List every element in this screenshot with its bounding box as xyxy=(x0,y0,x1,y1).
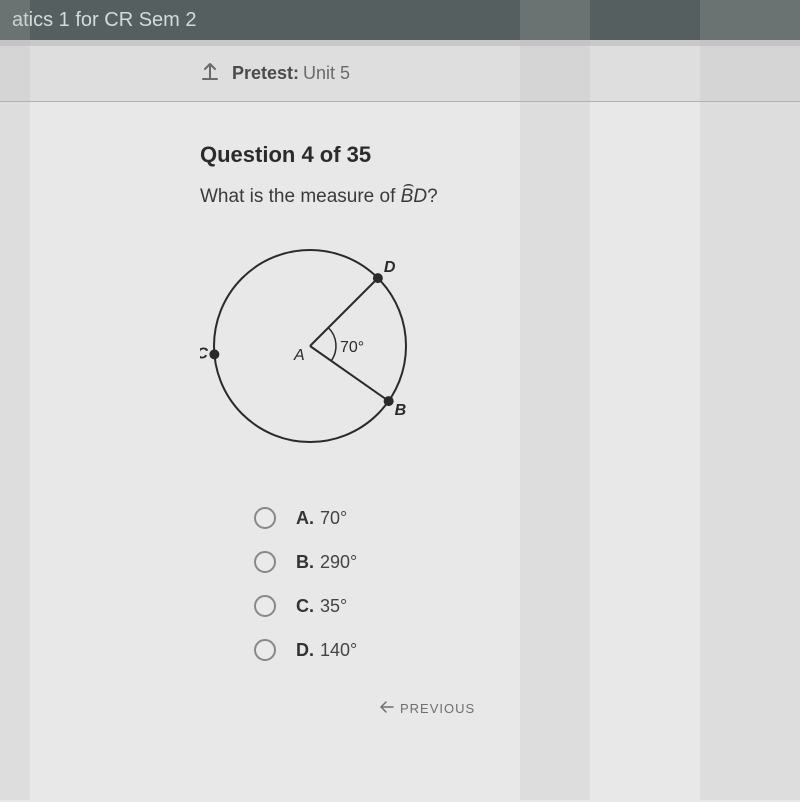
radio-icon[interactable] xyxy=(254,507,276,529)
svg-text:D: D xyxy=(384,259,396,276)
prompt-prefix: What is the measure of xyxy=(200,186,401,207)
question-content: Question 4 of 35 What is the measure of … xyxy=(0,102,800,802)
answer-letter: A. xyxy=(296,508,314,529)
svg-text:A: A xyxy=(293,347,305,364)
answer-text: 290° xyxy=(320,552,357,573)
radio-icon[interactable] xyxy=(254,595,276,617)
answer-letter: D. xyxy=(296,640,314,661)
course-title: atics 1 for CR Sem 2 xyxy=(12,9,197,32)
answer-letter: B. xyxy=(296,552,314,573)
question-number: Question 4 of 35 xyxy=(200,142,800,168)
svg-text:C: C xyxy=(200,345,208,362)
previous-button[interactable]: PREVIOUS xyxy=(380,701,800,716)
answer-option-c[interactable]: C. 35° xyxy=(254,595,800,617)
radio-icon[interactable] xyxy=(254,551,276,573)
course-header: atics 1 for CR Sem 2 xyxy=(0,0,800,40)
question-prompt: What is the measure of BD? xyxy=(200,186,800,208)
unit-label: Unit 5 xyxy=(303,63,350,84)
radio-icon[interactable] xyxy=(254,639,276,661)
pretest-label: Pretest: xyxy=(232,63,299,84)
answer-option-d[interactable]: D. 140° xyxy=(254,639,800,661)
svg-text:B: B xyxy=(395,402,407,419)
back-up-icon[interactable] xyxy=(200,61,220,86)
answer-option-a[interactable]: A. 70° xyxy=(254,507,800,529)
answer-text: 140° xyxy=(320,640,357,661)
arc-bd-notation: BD xyxy=(401,186,427,208)
answer-text: 35° xyxy=(320,596,347,617)
answer-text: 70° xyxy=(320,508,347,529)
svg-text:70°: 70° xyxy=(340,339,364,356)
answer-option-b[interactable]: B. 290° xyxy=(254,551,800,573)
arrow-left-icon xyxy=(380,701,394,716)
answer-list: A. 70° B. 290° C. 35° D. 140° xyxy=(254,507,800,661)
breadcrumb-bar: Pretest: Unit 5 xyxy=(0,46,800,102)
answer-letter: C. xyxy=(296,596,314,617)
previous-label: PREVIOUS xyxy=(400,701,475,716)
circle-diagram: D B C A 70° xyxy=(200,236,800,471)
prompt-suffix: ? xyxy=(427,186,438,207)
